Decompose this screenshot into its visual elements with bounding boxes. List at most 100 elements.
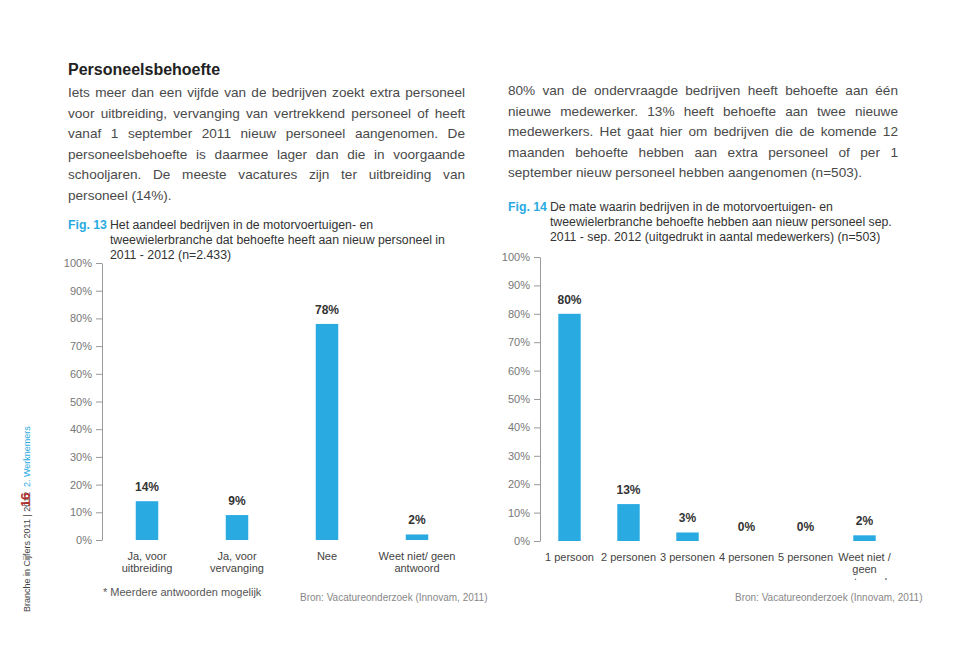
bar: [406, 534, 429, 540]
y-tick: 80%: [70, 312, 102, 324]
y-tick-label: 100%: [64, 257, 92, 269]
y-tick-label: 50%: [508, 393, 530, 405]
annotation: Bron: Vacatureonderzoek (Innovam, 2011): [735, 592, 923, 603]
x-tick-label: 2 personen: [601, 551, 656, 563]
y-tick-label: 70%: [70, 340, 92, 352]
y-tick-label: 80%: [70, 312, 92, 324]
x-tick-label: Weet niet/ geenantwoord: [379, 550, 456, 575]
y-tick: 40%: [508, 421, 540, 433]
data-labels: 80%13%3%0%0%2%: [557, 293, 873, 534]
data-label: 3%: [679, 511, 697, 525]
bar: [558, 314, 580, 541]
chart-title: De mate waarin bedrijven in de motorvoer…: [550, 200, 900, 245]
y-tick-mark: [534, 371, 540, 372]
y-tick-label: 50%: [70, 396, 92, 408]
bars: [558, 314, 875, 541]
y-axis: 0%10%20%30%40%50%60%70%80%90%100%: [64, 257, 103, 546]
sidebar-text: 16: [18, 493, 33, 507]
y-tick: 100%: [64, 257, 102, 269]
x-tick: Ja, vooruitbreiding: [122, 540, 173, 574]
y-tick-label: 90%: [70, 285, 92, 297]
bar: [136, 501, 159, 540]
y-tick-label: 20%: [508, 478, 530, 490]
x-tick: 4 personen: [719, 541, 774, 563]
y-tick-mark: [534, 342, 540, 343]
y-tick-label: 80%: [508, 308, 530, 320]
y-tick-mark: [534, 314, 540, 315]
y-tick: 70%: [508, 336, 540, 348]
paragraph: Iets meer dan een vijfde van de bedrijve…: [68, 83, 465, 206]
data-labels: 14% 9% 78% 2%: [135, 303, 426, 528]
figure-title: Fig. 14De mate waarin bedrijven in de mo…: [508, 200, 900, 245]
chart: 0%10%20%30%40%50%60%70%80%90%100%14%9%78…: [30, 250, 470, 580]
x-tick-label: Ja, vooruitbreiding: [122, 550, 173, 575]
y-tick: 60%: [508, 365, 540, 377]
x-tick-label: 4 personen: [719, 551, 774, 563]
y-tick-mark: [534, 513, 540, 514]
figure-label: Fig. 14: [508, 200, 547, 245]
data-label: 14%: [135, 480, 159, 494]
x-tick-label: 1 persoon: [545, 551, 594, 563]
sidebar: Branche in Cijfers 2011 | 201216 2. Werkn…: [0, 0, 40, 645]
x-axis: 1 persoon 2 personen 3 personen 4 personen 5…: [545, 541, 892, 580]
y-tick-label: 30%: [508, 450, 530, 462]
y-tick-mark: [96, 457, 102, 458]
y-tick: 20%: [70, 479, 102, 491]
paragraph: 80% van de ondervraagde bedrijven heeft …: [508, 81, 898, 184]
data-label: 80%: [557, 293, 581, 307]
y-tick: 50%: [508, 393, 540, 405]
bar: [735, 541, 757, 542]
annotation: Bron: Vacatureonderzoek (Innovam, 2011): [300, 592, 488, 603]
y-tick-mark: [96, 512, 102, 513]
y-tick-label: 60%: [70, 368, 92, 380]
y-axis-line: [102, 264, 103, 541]
data-label: 13%: [616, 483, 640, 497]
y-tick-label: 60%: [508, 365, 530, 377]
x-tick: 1 persoon: [545, 541, 594, 563]
x-tick: 3 personen: [660, 541, 715, 563]
bar: [226, 515, 249, 540]
sidebar-text: 2. Werknemers: [22, 426, 32, 487]
y-tick: 0%: [514, 535, 540, 547]
data-label: 0%: [797, 520, 815, 534]
x-tick-label: 3 personen: [660, 551, 715, 563]
sidebar-text: Branche in Cijfers 2011 | 2012: [22, 492, 32, 612]
bar: [316, 324, 339, 540]
y-tick-label: 70%: [508, 336, 530, 348]
y-tick-label: 40%: [508, 421, 530, 433]
y-tick-mark: [96, 318, 102, 319]
y-tick-label: 100%: [502, 251, 530, 263]
x-tick-label: 5 personen: [778, 551, 833, 563]
x-tick-label: Ja, voorvervanging: [210, 550, 264, 575]
y-tick-mark: [534, 484, 540, 485]
x-tick: Weet niet /geenantwoord: [838, 541, 891, 580]
y-tick: 90%: [70, 285, 102, 297]
y-tick-mark: [96, 374, 102, 375]
y-tick: 100%: [502, 251, 540, 263]
x-tick: Nee: [317, 540, 337, 562]
y-tick: 0%: [76, 534, 102, 546]
y-tick-mark: [96, 540, 102, 541]
annotation: * Meerdere antwoorden mogelijk: [103, 586, 261, 598]
x-tick: 2 personen: [601, 541, 656, 563]
chart: 0%10%20%30%40%50%60%70%80%90%100%80%13%3…: [470, 245, 920, 580]
y-tick-mark: [96, 429, 102, 430]
bar: [794, 541, 816, 542]
y-tick: 50%: [70, 396, 102, 408]
y-tick-mark: [534, 257, 540, 258]
y-tick-label: 0%: [514, 535, 530, 547]
figure-title: Fig. 13Het aandeel bedrijven in de motor…: [68, 218, 463, 263]
data-label: 2%: [408, 513, 426, 527]
y-tick-label: 40%: [70, 423, 92, 435]
data-label: 9%: [228, 494, 246, 508]
y-tick-label: 30%: [70, 451, 92, 463]
y-tick-mark: [534, 285, 540, 286]
heading: Personeelsbehoefte: [68, 61, 220, 79]
y-tick-mark: [96, 346, 102, 347]
data-label: 78%: [315, 303, 339, 317]
data-label: 2%: [856, 514, 874, 528]
y-tick: 90%: [508, 279, 540, 291]
bar: [617, 504, 639, 541]
y-tick-mark: [534, 456, 540, 457]
y-tick: 30%: [70, 451, 102, 463]
